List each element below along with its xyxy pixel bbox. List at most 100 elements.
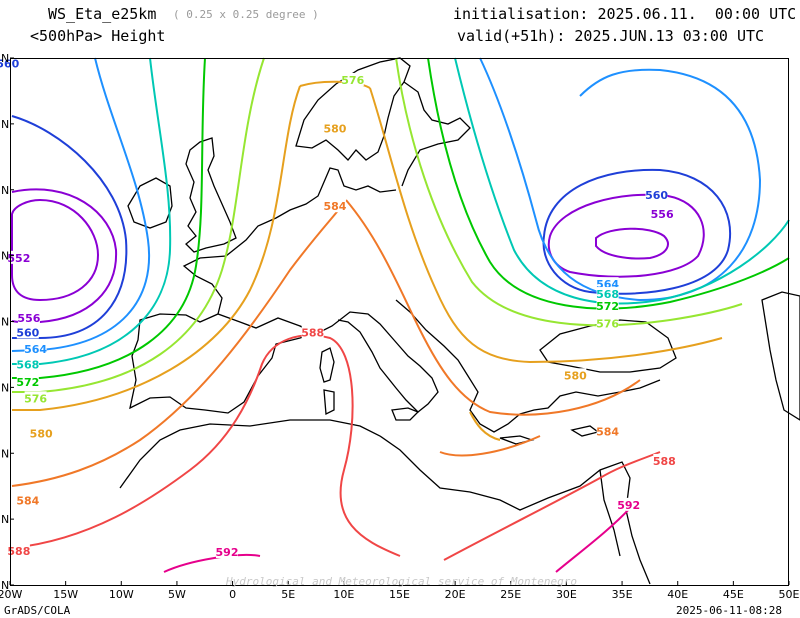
x-tick-label: 35E bbox=[612, 588, 633, 601]
contour-label-bg bbox=[596, 277, 619, 291]
contour-label-bg bbox=[617, 497, 640, 511]
coastline-western-europe bbox=[182, 167, 397, 315]
contour-label-584: 584 bbox=[16, 494, 39, 507]
y-tick-label: N bbox=[1, 250, 9, 263]
coastline-layer bbox=[119, 57, 800, 585]
x-tick-label: 0 bbox=[229, 588, 236, 601]
x-tick-label: 5E bbox=[281, 588, 295, 601]
render-timestamp: 2025-06-11-08:28 bbox=[676, 604, 782, 617]
contour-label-bg bbox=[7, 250, 30, 264]
contour-label-bg bbox=[24, 391, 47, 405]
x-tick-label: 50E bbox=[779, 588, 800, 601]
x-tick-label: 20E bbox=[445, 588, 466, 601]
y-tick-label: N bbox=[1, 447, 9, 460]
coastline-baltic bbox=[401, 81, 471, 187]
contour-552-0 bbox=[11, 198, 100, 302]
contour-552-1 bbox=[595, 227, 669, 260]
contour-576-1 bbox=[395, 57, 743, 327]
coastline-italy bbox=[299, 311, 439, 413]
contour-label-bg bbox=[596, 299, 619, 313]
contour-label-580: 580 bbox=[30, 427, 53, 440]
contour-label-568: 568 bbox=[16, 358, 39, 371]
contour-label-bg bbox=[17, 311, 40, 325]
init-time: initialisation: 2025.06.11. 00:00 UTC bbox=[453, 5, 797, 23]
contour-568-1 bbox=[454, 57, 790, 305]
contour-580-0 bbox=[12, 85, 301, 411]
contour-label-bg bbox=[323, 121, 346, 135]
x-tick-label: 15W bbox=[53, 588, 78, 601]
contour-label-576: 576 bbox=[596, 318, 619, 331]
contour-label-572: 572 bbox=[16, 376, 39, 389]
y-tick-label: N bbox=[1, 381, 9, 394]
contour-label-bg bbox=[301, 325, 324, 339]
x-tick-label: 5W bbox=[168, 588, 186, 601]
x-tick-label: 45E bbox=[723, 588, 744, 601]
contour-label-bg bbox=[7, 543, 30, 557]
contour-576-0 bbox=[12, 57, 265, 393]
contour-584-0 bbox=[11, 199, 347, 487]
grid-resolution: ( 0.25 x 0.25 degree ) bbox=[173, 8, 319, 21]
plot-frame bbox=[10, 58, 789, 586]
contour-label-layer: 5525565565605605605645645685685725725765… bbox=[0, 56, 676, 559]
contour-588-1 bbox=[443, 451, 661, 561]
x-tick-label: 10W bbox=[109, 588, 134, 601]
contour-label-556: 556 bbox=[17, 312, 40, 325]
contour-label-bg bbox=[16, 374, 39, 388]
contour-564-0 bbox=[11, 57, 151, 352]
contour-label-bg bbox=[341, 72, 364, 86]
y-tick-label: N bbox=[1, 184, 9, 197]
contour-layer bbox=[11, 57, 790, 573]
y-tick-label: N bbox=[1, 52, 9, 65]
contour-584-2 bbox=[439, 435, 541, 457]
contour-label-584: 584 bbox=[323, 200, 346, 213]
contour-label-bg bbox=[16, 325, 39, 339]
contour-label-580: 580 bbox=[564, 369, 587, 382]
x-tick-label: 10E bbox=[333, 588, 354, 601]
contour-572-1 bbox=[427, 57, 790, 310]
contour-584-1 bbox=[345, 199, 641, 416]
contour-label-580: 580 bbox=[323, 122, 346, 135]
contour-label-584: 584 bbox=[596, 425, 619, 438]
contour-label-bg bbox=[596, 424, 619, 438]
contour-560-0 bbox=[11, 115, 128, 339]
x-tick-label: 15E bbox=[389, 588, 410, 601]
contour-580-2 bbox=[299, 80, 371, 89]
contour-label-576: 576 bbox=[341, 74, 364, 87]
contour-label-bg bbox=[596, 316, 619, 330]
contour-label-bg bbox=[596, 287, 619, 301]
coastline-caspian bbox=[761, 291, 800, 421]
contour-556-1 bbox=[547, 193, 705, 278]
contour-label-564: 564 bbox=[24, 343, 47, 356]
x-tick-label: 25E bbox=[500, 588, 521, 601]
coastline-balkans-greece bbox=[395, 299, 661, 433]
contour-588-0 bbox=[11, 334, 401, 557]
contour-label-572: 572 bbox=[596, 300, 619, 313]
valid-time: valid(+51h): 2025.JUN.13 03:00 UTC bbox=[457, 27, 765, 45]
contour-592-0 bbox=[163, 553, 261, 573]
x-tick-label: 40E bbox=[667, 588, 688, 601]
contour-label-560: 560 bbox=[0, 57, 20, 70]
x-tick-label: 30E bbox=[556, 588, 577, 601]
contour-564-1 bbox=[479, 57, 762, 302]
contour-568-0 bbox=[12, 57, 172, 365]
contour-label-bg bbox=[564, 368, 587, 382]
contour-label-560: 560 bbox=[16, 326, 39, 339]
coastline-great-britain bbox=[185, 137, 237, 253]
watermark: Hydrological and Meteorological service … bbox=[226, 575, 577, 588]
contour-592-1 bbox=[555, 505, 633, 573]
model-title: WS_Eta_e25km bbox=[48, 5, 157, 23]
contour-label-588: 588 bbox=[301, 326, 324, 339]
software-credit: GrADS/COLA bbox=[4, 604, 71, 617]
contour-label-576: 576 bbox=[24, 392, 47, 405]
contour-label-556: 556 bbox=[651, 208, 674, 221]
y-tick-label: N bbox=[1, 118, 9, 131]
contour-label-bg bbox=[16, 357, 39, 371]
contour-label-588: 588 bbox=[653, 455, 676, 468]
contour-label-552: 552 bbox=[7, 252, 30, 265]
coastline-ireland bbox=[127, 177, 173, 229]
contour-label-bg bbox=[24, 341, 47, 355]
coastline-north-africa bbox=[119, 419, 631, 511]
contour-label-bg bbox=[653, 453, 676, 467]
coastline-corsica-sardinia bbox=[319, 347, 335, 416]
